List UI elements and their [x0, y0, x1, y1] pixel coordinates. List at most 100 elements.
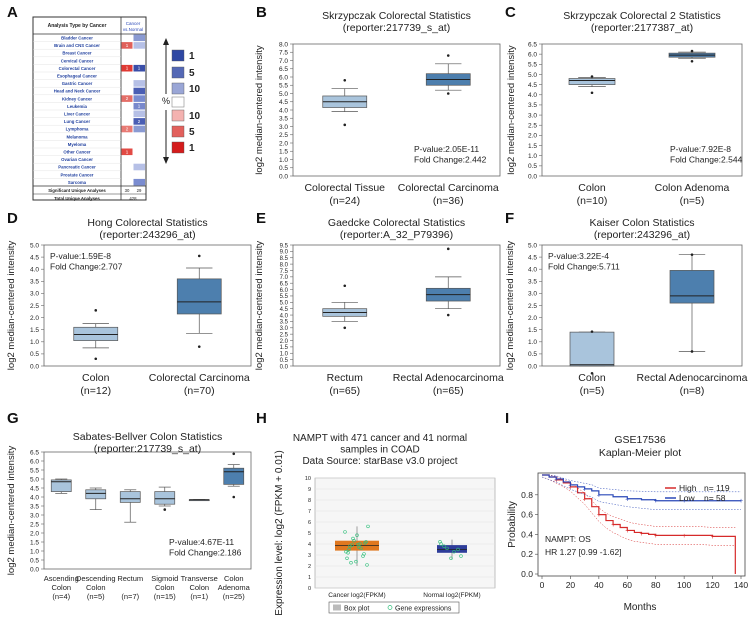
box-1	[73, 326, 119, 341]
outlier-point	[232, 452, 236, 456]
cancer-row-label: Lung Cancer	[64, 119, 91, 124]
gene-expression-point	[355, 533, 359, 537]
chart-title: Sabates-Bellver Colon Statistics	[73, 431, 222, 443]
gene-expression-point	[346, 551, 350, 555]
gene-expression-point	[366, 524, 370, 529]
cancer-row-label: Sarcoma	[68, 180, 87, 185]
y-tick-label: 8.0	[279, 41, 288, 48]
x-category-n: (n=10)	[577, 195, 608, 207]
y-tick-label: 0.0	[279, 173, 288, 180]
y-tick-label: 5.0	[280, 301, 289, 307]
chart-subtitle: (reporter:243296_at)	[594, 229, 690, 241]
box-1	[568, 78, 616, 85]
y-tick-label: 0.5	[528, 351, 537, 358]
y-axis-label: log2 median-centered intensity	[6, 241, 17, 371]
heat-cell-down	[133, 80, 145, 87]
y-tick-label: 2.0	[279, 140, 288, 147]
y-tick-label: 6.0	[279, 74, 288, 81]
gene-expression-point	[459, 554, 463, 558]
y-tick-label: 4.5	[30, 254, 39, 261]
ci-upper-high	[542, 474, 736, 528]
outlier-point	[690, 253, 694, 256]
heat-cell-value: 2	[126, 96, 129, 101]
chart-subtitle: Kaplan-Meier plot	[599, 447, 681, 459]
y-tick-label: 1.5	[528, 143, 537, 150]
chart-title: Hong Colorectal Statistics	[87, 217, 207, 229]
y-axis-label: log2 median-centered intensity	[254, 45, 265, 175]
outlier-point	[343, 284, 347, 288]
chart-title: Skrzypczak Colorectal 2 Statistics	[563, 10, 721, 22]
x-category-label: Rectal Adenocarcinoma	[393, 372, 504, 384]
gene-expression-point	[349, 560, 353, 565]
gene-expression-point	[452, 549, 456, 554]
y-tick-label: 2.0	[528, 315, 537, 322]
y-tick-label: 0.0	[280, 364, 289, 370]
y-tick-label: 0.4	[521, 529, 533, 539]
y-tick-label: 0.5	[279, 165, 288, 172]
y-tick-label: 5.0	[279, 91, 288, 98]
heat-cell-down	[133, 42, 145, 49]
y-tick-label: 1.0	[280, 352, 289, 358]
box-2	[176, 278, 222, 315]
box-4	[154, 491, 176, 505]
x-category-n: (n=12)	[80, 385, 111, 397]
legend-swatch	[171, 82, 185, 95]
outlier-point	[446, 247, 450, 251]
cancer-row-label: Melanoma	[66, 134, 88, 139]
legend-value: 10	[189, 84, 201, 95]
x-category-label: Colon	[155, 583, 175, 592]
chart-subtitle: (reporter:243296_at)	[99, 229, 195, 241]
x-category-n: (n=1)	[190, 592, 208, 601]
x-category-label: Cancer log2(FPKM)	[328, 592, 385, 599]
outlier-point	[690, 350, 694, 353]
cancer-row-label: Head and Neck Cancer	[54, 89, 101, 94]
censor-mark: +	[597, 512, 601, 519]
x-category-n: (n=5)	[580, 385, 605, 397]
chart-title: GSE17536	[614, 434, 666, 446]
y-tick-label: 5.0	[528, 72, 537, 79]
y-tick-label: 7.5	[280, 269, 289, 275]
censor-mark: +	[597, 492, 601, 499]
censor-mark: +	[554, 476, 558, 483]
gene-expression-point	[449, 556, 453, 560]
cancer-row-label: Other Cancer	[63, 150, 91, 155]
cancer-row-label: Kidney Cancer	[62, 96, 92, 101]
cancer-row-label: Pancreatic Cancer	[58, 165, 96, 170]
censor-mark: +	[654, 498, 658, 505]
legend-arrow-down-head	[163, 157, 169, 164]
heat-cell-up	[121, 148, 133, 156]
x-category-label: Normal log2(FPKM)	[423, 592, 480, 599]
legend-value: 10	[189, 111, 201, 122]
heat-cell-down	[133, 178, 145, 186]
outlier-point	[94, 309, 98, 312]
outlier-point	[446, 313, 450, 317]
y-tick-label: 0	[308, 586, 311, 592]
legend-value: 5	[189, 68, 195, 79]
panel-F: 0.0 0.5 1.0 1.5 2.0 2.5 3.0 3.5 4.0 4.5 5.0 log2 me…	[505, 217, 748, 397]
x-tick-label: 40	[594, 580, 604, 590]
x-tick-label: 100	[677, 580, 691, 590]
y-tick-label: 1.0	[30, 548, 39, 555]
box-2	[437, 545, 467, 553]
y-tick-label: 2.5	[280, 332, 289, 338]
y-tick-label: 4.0	[30, 494, 39, 501]
survival-curve-low	[542, 474, 741, 502]
legend-box-plot: Box plot	[344, 606, 369, 613]
y-axis-label: log2 median-centered intensity	[505, 241, 516, 371]
legend-name: Low	[679, 493, 695, 503]
legend-box	[328, 601, 460, 614]
chart-title: Kaiser Colon Statistics	[589, 217, 694, 229]
panel-label-G: G	[7, 410, 19, 427]
gene-expression-point	[456, 547, 460, 552]
y-tick-label: 4.0	[279, 107, 288, 114]
censor-mark: +	[611, 522, 615, 529]
y-axis-label: log2 median-centered intensity	[506, 45, 517, 175]
y-tick-label: 6.5	[279, 66, 288, 73]
gene-expression-point	[359, 546, 363, 551]
stat-annotation: Fold Change:2.707	[50, 262, 123, 272]
stat-annotation: P-value:7.92E-8	[670, 144, 731, 154]
y-tick-label: 2.5	[528, 123, 537, 130]
y-tick-label: 1.0	[528, 339, 537, 346]
censor-mark: +	[640, 531, 644, 538]
stat-annotation: Fold Change:2.544	[670, 155, 743, 165]
